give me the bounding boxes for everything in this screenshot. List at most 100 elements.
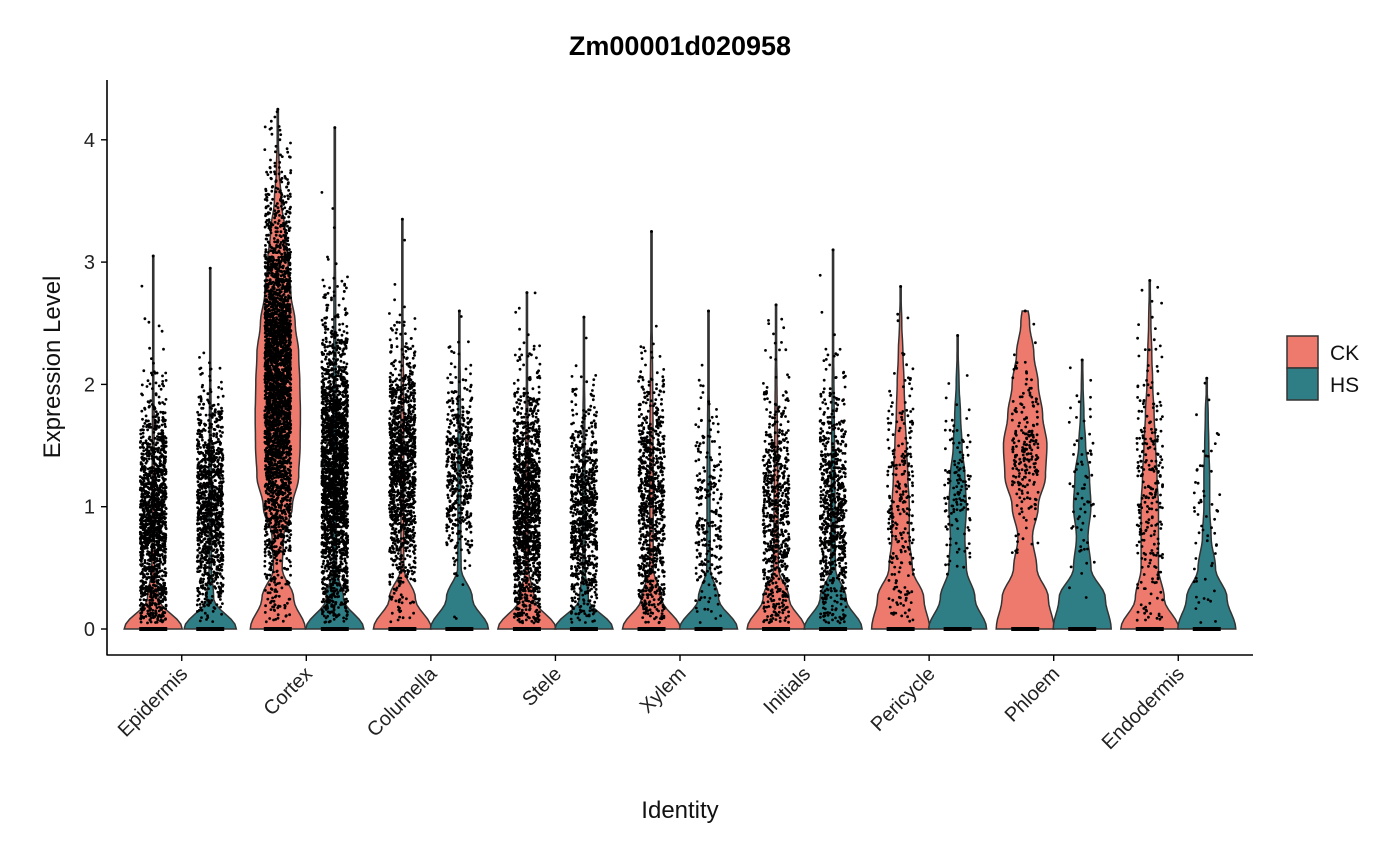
data-point <box>140 467 144 470</box>
data-point <box>138 598 142 602</box>
data-point <box>287 303 291 307</box>
data-point <box>152 558 155 562</box>
data-point <box>139 440 143 443</box>
data-point <box>263 148 267 152</box>
data-point <box>199 484 203 488</box>
data-point <box>155 606 159 610</box>
data-point <box>282 302 286 305</box>
data-point <box>274 204 278 208</box>
data-point <box>162 614 165 618</box>
data-point <box>217 437 220 441</box>
data-point <box>161 498 164 502</box>
data-point <box>277 172 281 176</box>
data-point <box>287 189 290 192</box>
data-point <box>286 258 289 262</box>
data-point <box>271 559 274 563</box>
data-point <box>217 458 220 462</box>
data-point <box>139 479 142 483</box>
data-point <box>208 406 212 409</box>
data-point <box>154 611 158 615</box>
data-point <box>284 176 287 180</box>
data-point <box>195 603 199 607</box>
data-point <box>150 476 153 480</box>
data-point <box>273 290 276 294</box>
data-point <box>138 513 142 516</box>
data-point <box>141 550 145 553</box>
data-point <box>273 240 276 244</box>
data-point <box>149 595 152 599</box>
data-point <box>203 611 207 615</box>
data-point <box>140 409 144 413</box>
data-point <box>163 462 167 465</box>
data-point <box>221 548 225 551</box>
data-point <box>162 606 165 609</box>
data-point <box>207 510 211 514</box>
data-point <box>140 560 143 563</box>
data-point <box>215 567 219 571</box>
data-point <box>268 474 272 477</box>
data-point <box>283 222 287 226</box>
data-point <box>274 536 277 540</box>
data-point <box>276 240 279 244</box>
data-point <box>266 233 270 237</box>
data-point <box>149 616 153 620</box>
data-point <box>158 484 162 487</box>
data-point <box>288 192 292 196</box>
data-point <box>285 461 288 465</box>
data-point <box>156 516 160 520</box>
data-point <box>273 209 277 213</box>
data-point <box>277 256 281 259</box>
data-point <box>150 577 154 581</box>
data-point <box>268 583 271 587</box>
data-point <box>220 491 224 495</box>
data-point <box>152 462 156 465</box>
data-point <box>264 620 268 624</box>
data-point <box>286 182 290 186</box>
data-point <box>279 559 282 563</box>
data-point <box>151 441 155 445</box>
data-point <box>211 580 214 583</box>
data-point <box>148 487 152 491</box>
data-point <box>263 572 267 576</box>
data-point <box>152 491 156 494</box>
data-point <box>156 526 160 529</box>
data-point <box>203 556 207 559</box>
data-point <box>199 561 203 564</box>
data-point <box>140 614 143 618</box>
data-point <box>283 504 287 508</box>
data-point <box>164 398 168 401</box>
data-point <box>220 484 223 487</box>
data-point <box>202 502 206 506</box>
data-point <box>157 564 161 568</box>
data-point <box>220 522 224 526</box>
data-point <box>265 279 269 282</box>
data-point <box>270 177 273 181</box>
data-point <box>275 528 279 532</box>
data-point <box>161 532 165 536</box>
data-point <box>207 550 211 554</box>
data-point <box>220 416 224 419</box>
data-point <box>284 546 288 550</box>
data-point <box>270 421 274 425</box>
data-point <box>205 552 208 556</box>
data-point <box>210 599 214 602</box>
data-point <box>139 532 142 536</box>
x-axis-label: Identity <box>641 797 718 824</box>
data-point <box>267 525 270 529</box>
data-point <box>264 406 268 410</box>
data-point <box>278 138 282 142</box>
data-point <box>157 324 161 328</box>
data-point <box>201 592 205 596</box>
data-point <box>271 223 275 227</box>
data-point <box>196 554 200 557</box>
data-point <box>146 400 150 404</box>
data-point <box>155 533 159 536</box>
data-point <box>158 538 162 542</box>
data-point <box>217 425 220 429</box>
data-point <box>158 518 162 522</box>
data-point <box>284 295 287 299</box>
data-point <box>144 503 148 506</box>
data-point <box>211 404 215 408</box>
data-point <box>205 540 208 544</box>
